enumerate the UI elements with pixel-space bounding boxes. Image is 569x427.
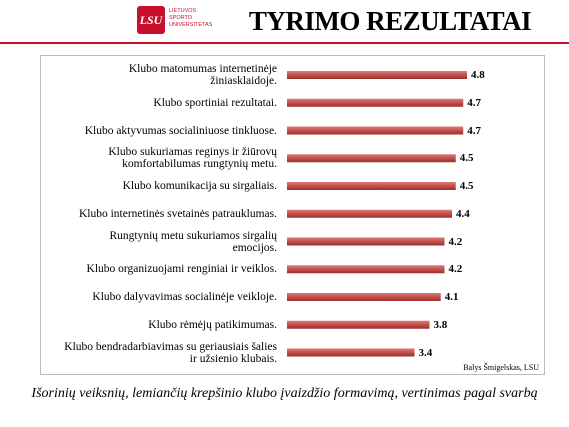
bar [287,237,445,246]
category-label: Klubo matomumas internetinėje žiniasklai… [128,63,277,87]
value-label: 4.2 [448,263,463,276]
value-label: 3.8 [433,318,448,331]
bar [287,348,415,357]
caption: Išorinių veiksnių, lemiančių krepšinio k… [31,386,538,401]
value-label: 4.1 [444,291,459,303]
bar [287,182,456,190]
value-label: 4.7 [467,124,481,137]
logo-line: LIETUVOS [169,8,197,14]
category-label: Klubo rėmėjų patikimumas. [148,318,277,331]
bar [287,154,456,163]
bar [287,209,452,218]
logo-line: UNIVERSITETAS [169,22,213,28]
value-label: 4.5 [459,180,474,192]
bar [287,293,441,301]
bar [287,126,464,135]
value-label: 4.4 [456,207,470,220]
category-label: Klubo dalyvavimas socialinėje veikloje. [92,291,277,303]
category-label: Klubo sukuriamas reginys ir žiūrovų komf… [108,146,277,171]
category-label: Klubo aktyvumas socialiniuose tinkluose. [84,124,277,137]
bar [287,71,467,79]
slide-title: TYRIMO REZULTATAI [248,6,532,36]
category-label: Klubo organizuojami renginiai ir veiklos… [86,263,277,276]
category-label: Klubo komunikacija su sirgaliais. [122,180,277,192]
value-label: 3.4 [418,346,433,359]
header-rule [0,42,569,44]
category-label: Klubo sportiniai rezultatai. [153,96,277,109]
value-label: 4.5 [459,152,474,165]
category-label: Rungtynių metu sukuriamos sirgalių emoci… [109,229,278,254]
value-label: 4.7 [467,96,481,109]
bar [287,265,445,274]
bar [287,320,430,329]
category-label: Klubo internetinės svetainės patraukluma… [78,207,277,220]
logo-text: LIETUVOS SPORTO UNIVERSITETAS [169,8,212,29]
chart-frame [40,55,545,375]
bar [287,98,464,107]
source-note: Balys Šmigelskas, LSU [463,363,539,372]
category-label: Klubo bendradarbiavimas su geriausiais š… [64,340,277,365]
logo-line: SPORTO [169,15,193,21]
value-label: 4.2 [448,235,463,248]
value-label: 4.8 [471,69,485,81]
logo-mark: LSU [137,6,165,34]
